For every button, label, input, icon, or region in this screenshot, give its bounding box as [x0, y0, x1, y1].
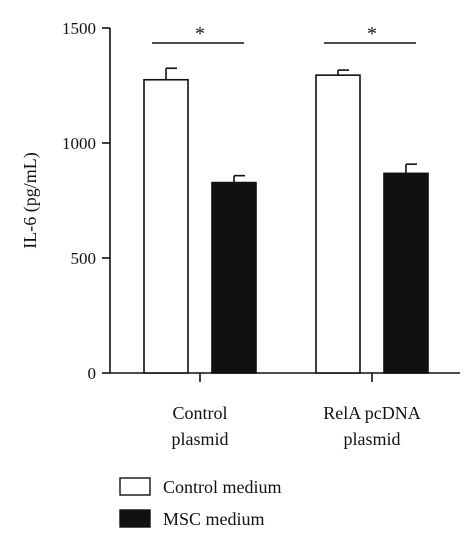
y-tick-label: 1500 [62, 19, 96, 38]
y-tick-label: 1000 [62, 134, 96, 153]
y-axis-title: IL-6 (pg/mL) [20, 152, 41, 248]
x-tick-label: RelA pcDNA [323, 403, 421, 423]
significance-marker: * [195, 23, 205, 45]
legend: Control medium MSC medium [119, 477, 282, 529]
legend-label: Control medium [163, 477, 282, 497]
x-tick-label: plasmid [172, 429, 229, 449]
x-tick-label: plasmid [344, 429, 401, 449]
bar [315, 74, 361, 374]
significance-marker: * [367, 23, 377, 45]
legend-swatch [119, 477, 151, 496]
bar [383, 172, 429, 374]
legend-swatch [119, 509, 151, 528]
bar [211, 181, 257, 374]
y-tick-label: 500 [71, 249, 97, 268]
labels: Control plasmid * RelA pcDNA plasmid * [152, 23, 421, 449]
y-tick-label: 0 [88, 364, 97, 383]
bars [143, 67, 429, 374]
x-tick-label: Control [172, 403, 227, 423]
legend-label: MSC medium [163, 509, 265, 529]
bar [143, 78, 189, 374]
